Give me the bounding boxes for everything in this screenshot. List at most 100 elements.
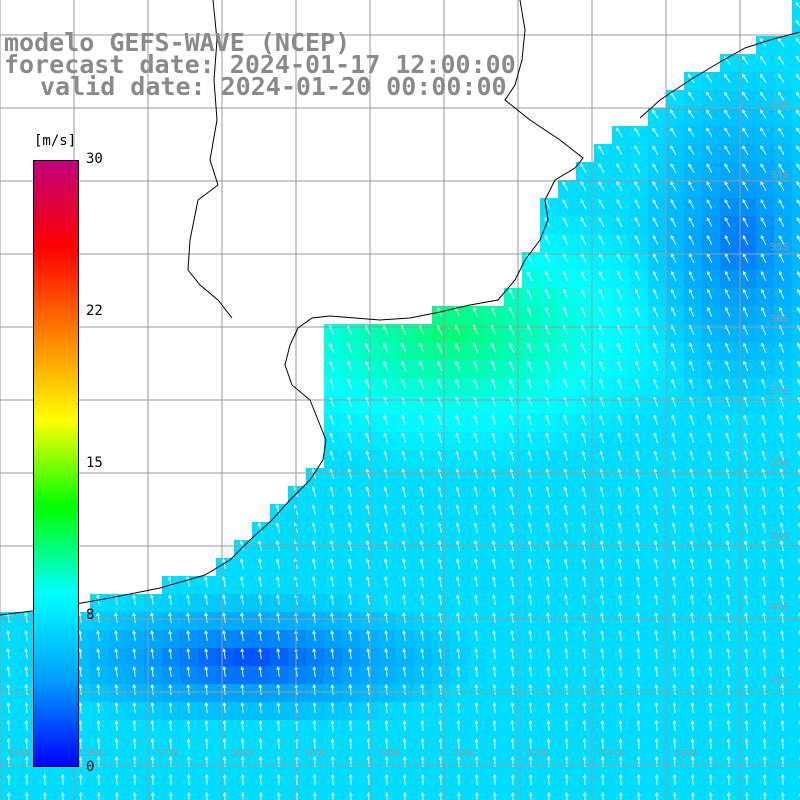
wind-arrow — [616, 270, 623, 281]
wind-arrow — [546, 738, 551, 750]
wind-arrow — [528, 612, 532, 624]
wind-arrow — [563, 360, 569, 372]
wind-arrow — [78, 738, 83, 750]
wind-arrow — [688, 270, 695, 281]
wind-arrow — [257, 522, 262, 534]
wind-arrow — [347, 414, 353, 426]
wind-arrow — [671, 504, 676, 516]
wind-arrow — [618, 666, 623, 678]
wind-arrow — [347, 432, 353, 444]
wind-arrow — [724, 235, 731, 245]
wind-arrow — [132, 648, 137, 660]
wind-arrow — [654, 702, 659, 714]
wind-arrow — [6, 630, 10, 642]
wind-arrow — [509, 486, 514, 498]
wind-arrow — [725, 396, 731, 408]
wind-arrow — [222, 738, 227, 750]
wind-arrow — [509, 432, 515, 444]
wind-arrow — [672, 630, 676, 642]
wind-arrow — [743, 342, 749, 354]
wind-arrow — [563, 450, 569, 462]
wind-arrow — [564, 738, 569, 750]
field-cell — [792, 450, 800, 468]
wind-arrow — [96, 774, 101, 786]
wind-arrow — [616, 288, 623, 300]
wind-arrow — [744, 720, 749, 732]
wind-arrow — [726, 630, 730, 642]
wind-arrow — [725, 360, 731, 372]
wind-arrow — [331, 792, 335, 800]
wind-arrow — [150, 774, 155, 786]
wind-arrow — [186, 738, 191, 750]
wind-arrow — [707, 522, 712, 534]
wind-arrow — [6, 702, 11, 714]
wind-arrow — [527, 396, 533, 408]
wind-arrow — [420, 738, 425, 750]
wind-arrow — [761, 432, 767, 444]
wind-arrow — [672, 702, 677, 714]
wind-arrow — [762, 630, 766, 642]
wind-arrow — [689, 522, 694, 534]
wind-arrow — [455, 522, 460, 534]
lon-label-59w: 59W — [8, 748, 31, 759]
wind-arrow — [778, 199, 785, 209]
wind-arrow — [564, 666, 569, 678]
wind-arrow — [546, 666, 551, 678]
lon-label-52w: 52W — [526, 748, 549, 759]
wind-arrow — [348, 558, 352, 570]
wind-arrow — [726, 558, 730, 570]
wind-arrow — [96, 648, 101, 660]
wind-arrow — [670, 91, 677, 101]
wind-arrow — [636, 720, 641, 732]
wind-arrow — [760, 288, 767, 300]
field-cell — [792, 468, 800, 486]
wind-arrow — [798, 702, 800, 706]
wind-arrow — [707, 468, 713, 480]
wind-arrow — [547, 792, 551, 800]
wind-arrow — [204, 594, 208, 606]
wind-arrow — [726, 774, 731, 786]
wind-arrow — [24, 666, 29, 678]
wind-arrow — [509, 342, 515, 354]
wind-arrow — [562, 217, 569, 227]
title-valid-date: valid date: 2024-01-20 00:00:00 — [40, 72, 507, 101]
field-cell — [792, 612, 800, 630]
wind-arrow — [742, 91, 749, 101]
field-cell — [792, 486, 800, 504]
wind-arrow — [383, 450, 389, 462]
wind-arrow — [474, 684, 479, 696]
wind-arrow — [133, 792, 137, 800]
wind-arrow — [797, 504, 800, 511]
wind-arrow — [348, 720, 353, 732]
wind-arrow — [690, 684, 695, 696]
wind-arrow — [402, 558, 406, 570]
wind-arrow — [473, 432, 479, 444]
field-cell — [792, 522, 800, 540]
wind-arrow — [222, 666, 227, 678]
wind-arrow — [510, 702, 515, 714]
wind-arrow — [114, 702, 119, 714]
wind-arrow — [762, 558, 766, 570]
wind-arrow — [475, 792, 479, 800]
wind-arrow — [599, 360, 605, 372]
wind-arrow — [510, 774, 515, 786]
wind-arrow — [401, 468, 407, 480]
wind-arrow — [420, 612, 424, 624]
wind-arrow — [546, 720, 551, 732]
wind-arrow — [420, 666, 425, 678]
wind-arrow — [474, 702, 479, 714]
wind-arrow — [779, 432, 785, 444]
field-cell — [792, 342, 800, 360]
wind-arrow — [385, 792, 389, 800]
wind-arrow — [276, 666, 281, 678]
wind-arrow — [599, 522, 604, 534]
wind-arrow — [24, 612, 28, 624]
wind-arrow — [724, 109, 731, 119]
wind-arrow — [491, 414, 497, 426]
wind-arrow — [636, 594, 640, 606]
wind-arrow — [563, 486, 568, 498]
wind-arrow — [618, 738, 623, 750]
wind-arrow — [493, 792, 497, 800]
wind-arrow — [546, 702, 551, 714]
